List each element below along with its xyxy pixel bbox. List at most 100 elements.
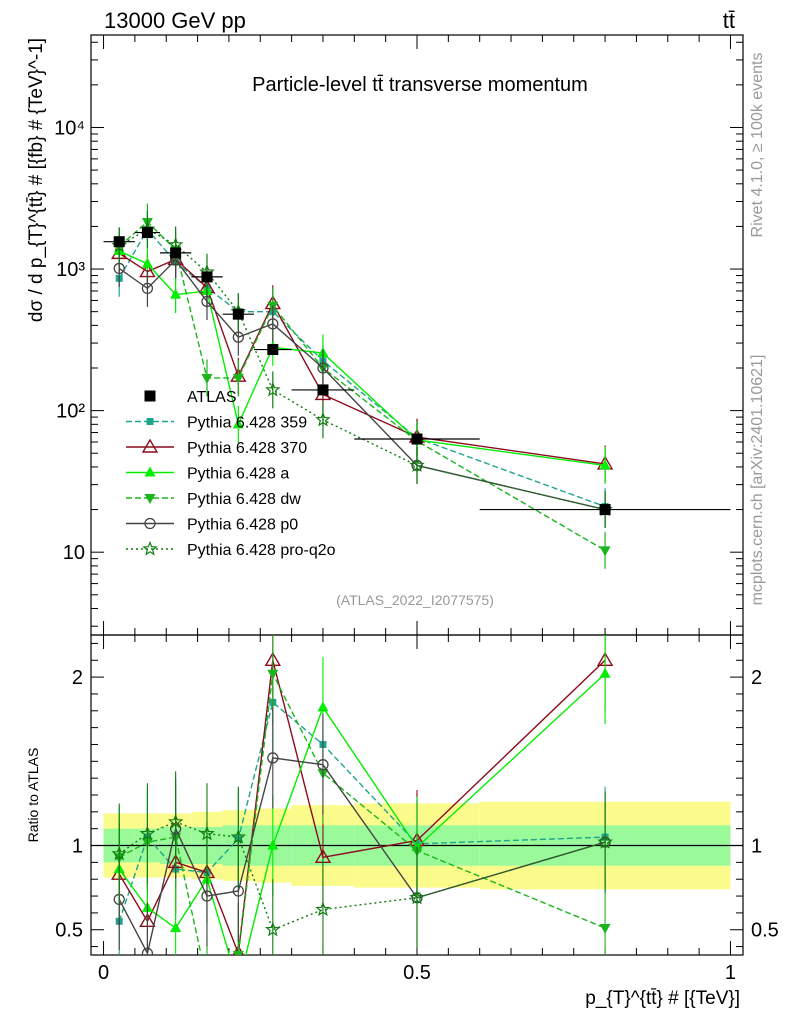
ratio-uncertainty-bands bbox=[91, 801, 743, 890]
legend-entry: ATLAS bbox=[144, 389, 237, 406]
series-marker bbox=[201, 373, 213, 384]
legend-entry: Pythia 6.428 359 bbox=[126, 415, 307, 432]
series-pythia-6428-dw bbox=[113, 203, 611, 569]
ratio-y-tick-label-right: 2 bbox=[751, 667, 762, 689]
ratio-marker bbox=[317, 759, 329, 771]
ratio-marker bbox=[267, 752, 279, 764]
ratio-marker bbox=[170, 922, 182, 933]
chart-title: Particle-level tt̄ transverse momentum bbox=[252, 74, 588, 96]
data-marker bbox=[113, 236, 125, 248]
ratio-marker bbox=[599, 924, 611, 935]
ratio-marker bbox=[267, 669, 279, 680]
ratio-series-group bbox=[110, 635, 614, 955]
data-marker bbox=[141, 227, 153, 239]
legend-label: Pythia 6.428 370 bbox=[187, 440, 307, 457]
data-marker bbox=[170, 247, 182, 259]
series-marker bbox=[232, 418, 244, 429]
y-tick-label: 10² bbox=[56, 401, 85, 423]
ratio-marker bbox=[232, 951, 244, 955]
series-marker bbox=[232, 331, 244, 343]
series-marker bbox=[265, 381, 281, 397]
legend-label: Pythia 6.428 pro-q2o bbox=[187, 542, 336, 559]
ratio-y-tick-label: 0.5 bbox=[55, 920, 83, 942]
main-series-group bbox=[103, 203, 731, 569]
series-marker bbox=[232, 373, 244, 384]
legend-entry: Pythia 6.428 p0 bbox=[126, 517, 298, 534]
series-marker bbox=[409, 457, 425, 473]
rivet-version-label: Rivet 4.1.0, ≥ 100k events bbox=[749, 53, 766, 238]
legend-marker bbox=[144, 390, 156, 402]
legend: ATLAS Pythia 6.428 359 Pythia 6.428 370 Pyt… bbox=[126, 389, 336, 559]
ratio-marker bbox=[139, 825, 156, 841]
series-line bbox=[118, 252, 606, 465]
series-marker bbox=[201, 295, 213, 308]
series-line bbox=[118, 228, 606, 508]
data-marker bbox=[201, 271, 213, 283]
series-marker bbox=[317, 362, 329, 374]
legend-label: Pythia 6.428 p0 bbox=[187, 517, 298, 534]
ratio-y-tick-label: 2 bbox=[72, 667, 83, 689]
legend-marker bbox=[144, 517, 156, 530]
series-marker bbox=[170, 288, 182, 299]
process-label: tt̄ bbox=[723, 8, 735, 33]
data-marker bbox=[232, 308, 244, 320]
legend-label: Pythia 6.428 359 bbox=[187, 415, 307, 432]
x-tick-label: 0.5 bbox=[403, 962, 431, 984]
legend-label: Pythia 6.428 a bbox=[187, 466, 289, 483]
series-marker bbox=[599, 459, 611, 470]
ratio-marker bbox=[317, 701, 329, 712]
y-axis-title: dσ / d p_{T}^{tt̄} # [{fb} # {TeV}^-1] bbox=[26, 38, 47, 322]
series-atlas-data bbox=[103, 227, 731, 516]
series-marker bbox=[267, 318, 279, 330]
legend-entry: Pythia 6.428 370 bbox=[126, 438, 307, 457]
legend-marker bbox=[142, 540, 158, 556]
ratio-marker bbox=[167, 813, 184, 829]
ratio-y-tick-label-right: 0.5 bbox=[751, 920, 779, 942]
legend-label: ATLAS bbox=[187, 389, 237, 406]
ratio-marker bbox=[230, 828, 247, 844]
ratio-y-tick-label: 1 bbox=[72, 836, 83, 858]
x-tick-label: 0 bbox=[98, 962, 109, 984]
ratio-marker bbox=[265, 921, 281, 937]
series-marker bbox=[141, 282, 154, 295]
ratio-marker bbox=[409, 889, 425, 905]
ratio-marker bbox=[267, 839, 279, 850]
series-line bbox=[118, 221, 606, 551]
series-marker bbox=[141, 257, 153, 268]
series-marker bbox=[315, 411, 331, 427]
ratio-marker bbox=[111, 845, 127, 861]
legend-marker bbox=[144, 466, 156, 477]
series-pythia-6428-p0 bbox=[113, 241, 611, 529]
ratio-series-line bbox=[118, 671, 606, 955]
axes: 10 10² 10³ 10⁴ 0 0.5 1 0.5 0.5 1 1 2 2 bbox=[54, 35, 779, 984]
ratio-y-tick-label-right: 1 bbox=[751, 836, 762, 858]
series-marker bbox=[599, 546, 611, 557]
ratio-marker bbox=[597, 834, 613, 849]
legend-entry: Pythia 6.428 a bbox=[126, 466, 289, 483]
ratio-marker bbox=[199, 825, 215, 841]
y-tick-label: 10 bbox=[63, 542, 85, 564]
legend-marker bbox=[141, 438, 159, 453]
data-marker bbox=[267, 344, 279, 356]
legend-entry: Pythia 6.428 pro-q2o bbox=[126, 540, 336, 559]
ratio-series-pythia-6428-pro-q2o bbox=[111, 771, 613, 955]
legend-marker bbox=[146, 418, 154, 425]
legend-label: Pythia 6.428 dw bbox=[187, 491, 301, 508]
x-tick-label: 1 bbox=[725, 962, 736, 984]
ratio-marker bbox=[315, 901, 331, 917]
legend-marker bbox=[144, 494, 156, 504]
energy-label: 13000 GeV pp bbox=[104, 8, 246, 33]
x-axis-title: p_{T}^{tt̄} # [{TeV}] bbox=[585, 988, 740, 1009]
ratio-marker bbox=[201, 890, 213, 902]
y-tick-label: 10⁴ bbox=[54, 117, 85, 139]
ratio-marker bbox=[599, 667, 611, 678]
data-marker bbox=[599, 504, 611, 516]
series-line bbox=[118, 250, 606, 467]
data-marker bbox=[317, 384, 329, 396]
analysis-watermark: (ATLAS_2022_I2077575) bbox=[336, 592, 494, 608]
mcplots-label: mcplots.cern.ch [arXiv:2401.10621] bbox=[749, 355, 766, 606]
ratio-y-axis-title: Ratio to ATLAS bbox=[25, 748, 41, 843]
legend-entry: Pythia 6.428 dw bbox=[126, 491, 301, 508]
ratio-marker bbox=[141, 947, 154, 955]
